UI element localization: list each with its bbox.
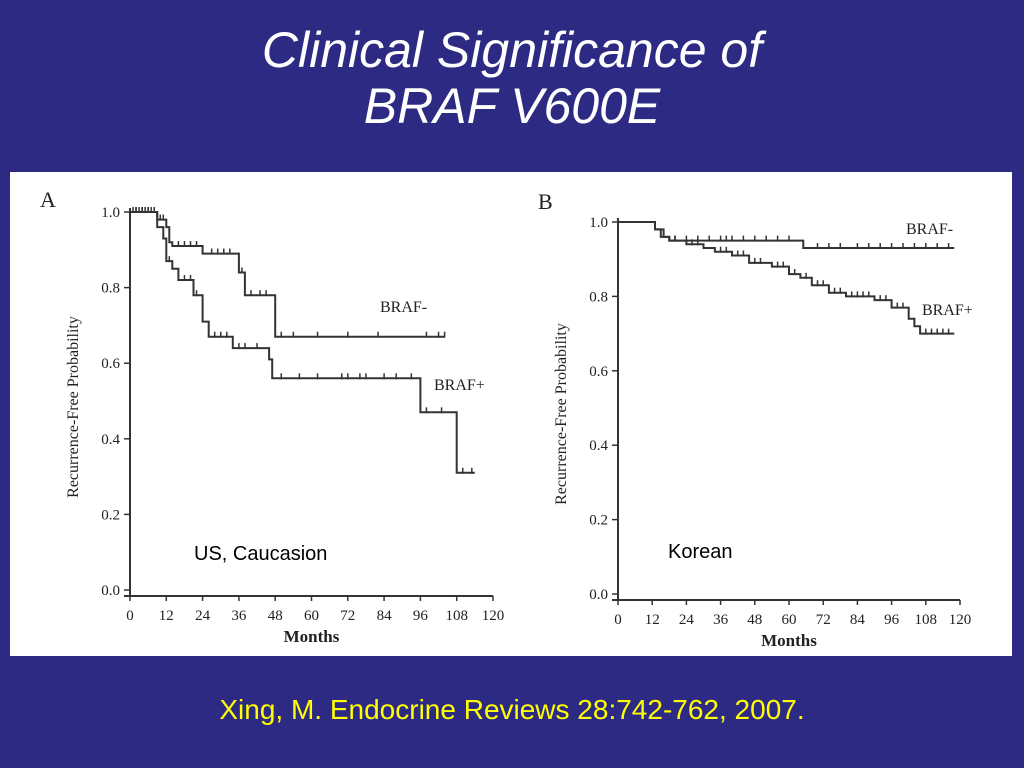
x-tick-label: 0 bbox=[614, 612, 622, 628]
series-label: BRAF- bbox=[906, 221, 953, 238]
x-tick-label: 0 bbox=[126, 608, 134, 624]
series-line-braf-neg bbox=[130, 211, 445, 338]
x-tick-label: 108 bbox=[445, 608, 468, 624]
figure-panel: A 0.0 0.2 0.4 0.6 0.8 1.0 0 12 24 36 48 60 72 84 96 108 1… bbox=[10, 172, 1012, 656]
x-tick-label: 48 bbox=[747, 612, 762, 628]
y-tick-label: 0.8 bbox=[589, 289, 608, 305]
y-tick-label: 0.0 bbox=[589, 587, 608, 603]
title-line-2: BRAF V600E bbox=[363, 78, 661, 134]
y-tick-label: 0.4 bbox=[589, 438, 608, 454]
x-tick-label: 24 bbox=[679, 612, 695, 628]
cohort-annotation: Korean bbox=[668, 541, 733, 563]
y-tick-label: 1.0 bbox=[589, 215, 608, 231]
y-tick-label: 0.2 bbox=[101, 507, 120, 523]
x-tick-label: 72 bbox=[816, 612, 831, 628]
x-tick-label: 84 bbox=[850, 612, 866, 628]
x-tick-label: 72 bbox=[340, 608, 355, 624]
km-curves-figure: A 0.0 0.2 0.4 0.6 0.8 1.0 0 12 24 36 48 60 72 84 96 108 1… bbox=[40, 187, 973, 650]
panel-label: B bbox=[538, 189, 553, 214]
series-label: BRAF+ bbox=[434, 377, 485, 394]
x-axis-label: Months bbox=[284, 627, 340, 646]
y-tick-label: 0.6 bbox=[589, 364, 608, 380]
series-line-braf-pos bbox=[130, 211, 475, 474]
y-tick-label: 0.8 bbox=[101, 281, 120, 297]
y-axis-label: Recurrence-Free Probability bbox=[65, 316, 82, 498]
x-tick-label: 120 bbox=[949, 612, 972, 628]
y-tick-label: 0.6 bbox=[101, 356, 120, 372]
x-tick-label: 96 bbox=[413, 608, 429, 624]
x-tick-label: 120 bbox=[482, 608, 505, 624]
x-tick-label: 60 bbox=[304, 608, 319, 624]
y-tick-label: 0.4 bbox=[101, 432, 120, 448]
chart-panel-a: A 0.0 0.2 0.4 0.6 0.8 1.0 0 12 24 36 48 60 72 84 96 108 1… bbox=[40, 187, 504, 646]
x-tick-label: 84 bbox=[377, 608, 393, 624]
series-line-braf-neg bbox=[618, 221, 955, 249]
x-tick-label: 96 bbox=[884, 612, 900, 628]
x-tick-label: 12 bbox=[645, 612, 660, 628]
series-line-braf-pos bbox=[618, 221, 955, 335]
series-label: BRAF- bbox=[380, 299, 427, 316]
y-tick-label: 1.0 bbox=[101, 205, 120, 221]
citation: Xing, M. Endocrine Reviews 28:742-762, 2… bbox=[219, 694, 805, 725]
chart-panel-b: B 0.0 0.2 0.4 0.6 0.8 1.0 0 12 24 36 48 60 72 84 96 108 1… bbox=[538, 189, 973, 650]
cohort-annotation: US, Caucasion bbox=[194, 543, 327, 565]
panel-label: A bbox=[40, 187, 56, 212]
slide-title: Clinical Significance of BRAF V600E bbox=[0, 22, 1024, 134]
x-tick-label: 36 bbox=[231, 608, 247, 624]
title-line-1: Clinical Significance of bbox=[261, 22, 763, 78]
y-tick-label: 0.0 bbox=[101, 583, 120, 599]
x-tick-label: 24 bbox=[195, 608, 211, 624]
series-label: BRAF+ bbox=[922, 302, 973, 319]
x-tick-label: 12 bbox=[159, 608, 174, 624]
x-axis-label: Months bbox=[761, 631, 817, 650]
x-tick-label: 108 bbox=[915, 612, 938, 628]
x-tick-label: 60 bbox=[782, 612, 797, 628]
y-axis-label: Recurrence-Free Probability bbox=[553, 323, 570, 505]
x-tick-label: 36 bbox=[713, 612, 729, 628]
x-tick-label: 48 bbox=[268, 608, 283, 624]
y-tick-label: 0.2 bbox=[589, 513, 608, 529]
